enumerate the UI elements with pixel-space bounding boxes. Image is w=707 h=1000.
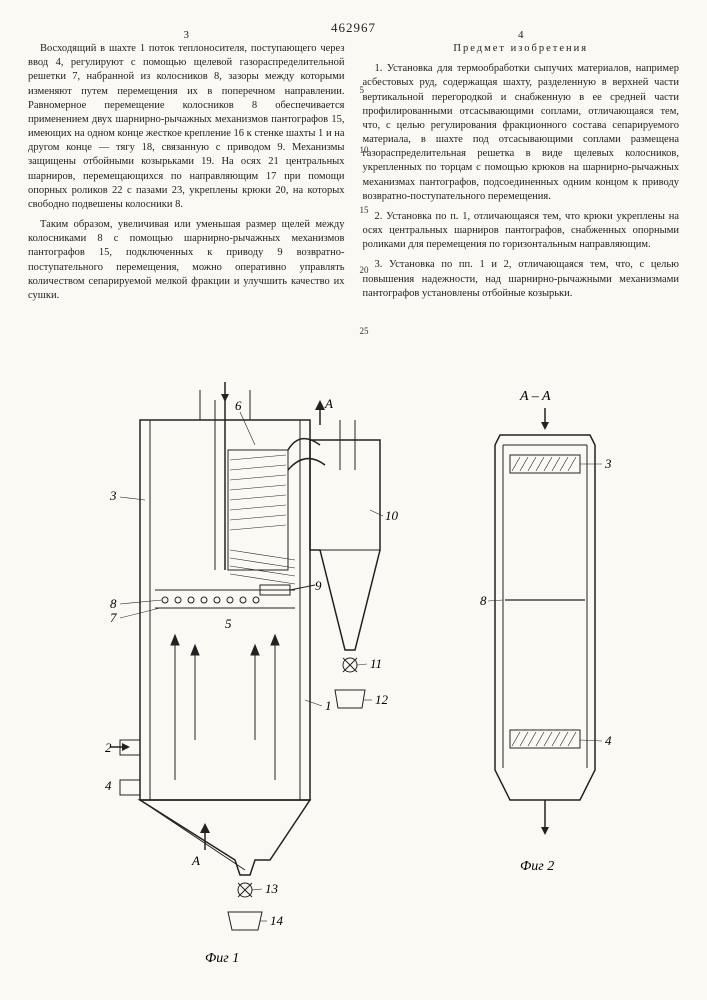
figures-svg: A A 3 8 7 2 4 6 5 9 10 (0, 370, 707, 970)
claim-3: 3. Установка по пп. 1 и 2, отличающаяся … (363, 258, 680, 301)
right-column: 4 5 10 15 20 25 Предмет изобретения 1. У… (363, 42, 680, 372)
left-para-2: Таким образом, увеличивая или уменьшая р… (28, 218, 345, 303)
col-number-right: 4 (518, 28, 524, 43)
svg-text:A: A (191, 853, 200, 868)
fig1-label: Фиг 1 (205, 951, 239, 966)
ref-3: 3 (109, 488, 117, 503)
ref-12: 12 (375, 692, 389, 707)
claims-title: Предмет изобретения (363, 42, 680, 56)
figures-area: A A 3 8 7 2 4 6 5 9 10 (0, 370, 707, 970)
flow-arrows (171, 635, 279, 780)
ref-6: 6 (235, 398, 242, 413)
ref-7: 7 (110, 610, 117, 625)
f2-ref-3: 3 (604, 456, 612, 471)
f2-ref-8: 8 (480, 593, 487, 608)
ref-5: 5 (225, 616, 232, 631)
doc-number: 462967 (28, 20, 679, 36)
fig2-title: A – A (519, 389, 551, 404)
figure-1: A A 3 8 7 2 4 6 5 9 10 (105, 382, 399, 966)
cyclone (288, 420, 380, 708)
claim-2: 2. Установка по п. 1, отличающаяся тем, … (363, 210, 680, 253)
f2-ref-4: 4 (605, 733, 612, 748)
ref-2: 2 (105, 740, 112, 755)
text-columns: 3 Восходящий в шахте 1 поток теплоносите… (28, 42, 679, 372)
figure-2: A – A (480, 389, 612, 874)
line-numbers: 5 10 15 20 25 (360, 42, 369, 337)
ref-13: 13 (265, 881, 279, 896)
ref-14: 14 (270, 913, 284, 928)
ref-8: 8 (110, 596, 117, 611)
ref-4: 4 (105, 778, 112, 793)
col-number-left: 3 (184, 28, 190, 43)
page: 462967 3 Восходящий в шахте 1 поток тепл… (0, 0, 707, 1000)
left-column: 3 Восходящий в шахте 1 поток теплоносите… (28, 42, 345, 372)
ref-1: 1 (325, 698, 332, 713)
claim-1: 1. Установка для термообработки сыпучих … (363, 62, 680, 204)
section-A-top: A (191, 823, 210, 868)
left-para-1: Восходящий в шахте 1 поток теплоносителя… (28, 42, 345, 212)
ref-11: 11 (370, 656, 382, 671)
ref-9: 9 (315, 578, 322, 593)
fig2-label: Фиг 2 (520, 859, 554, 874)
ref-10: 10 (385, 508, 399, 523)
grate (155, 590, 295, 608)
section-A-top2: A (315, 396, 333, 425)
nozzles (230, 550, 295, 584)
svg-text:A: A (324, 396, 333, 411)
